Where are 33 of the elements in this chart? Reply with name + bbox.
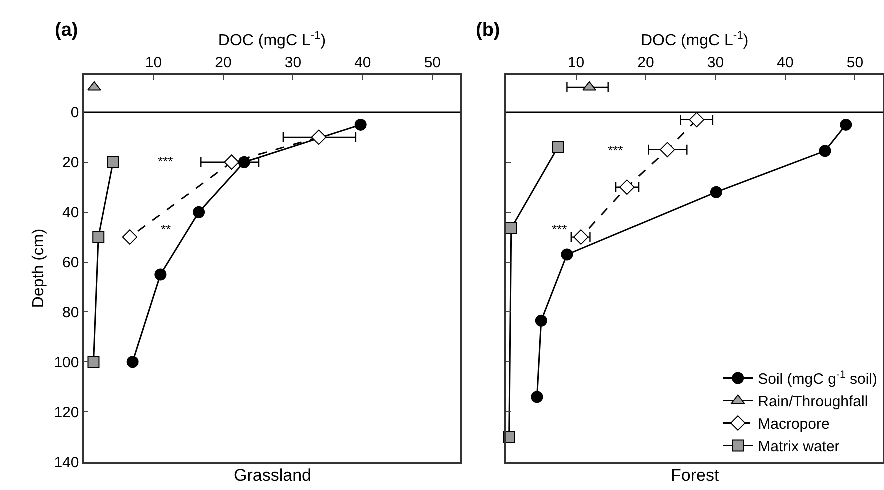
- y-tick-label: 80: [62, 304, 80, 322]
- x-axis-title: DOC (mgC L$^{-1}$): [218, 30, 326, 50]
- y-tick-label: 140: [54, 454, 80, 472]
- legend-label: Rain/Throughfall: [758, 394, 868, 411]
- x-tick-label: 10: [145, 54, 162, 72]
- x-tick-label: 50: [424, 54, 442, 72]
- x-tick-label: 40: [777, 54, 794, 72]
- y-tick-label: 100: [54, 354, 80, 372]
- y-tick-label: 20: [62, 154, 80, 172]
- annotation: ***: [158, 154, 174, 169]
- x-tick-label: 30: [707, 54, 724, 72]
- y-tick-label: 60: [62, 254, 80, 272]
- y-tick-label: 120: [54, 404, 80, 422]
- x-axis-title: DOC (mgC L$^{-1}$): [640, 30, 749, 50]
- chart-title: (a): [55, 20, 78, 41]
- x-tick-label: 50: [846, 54, 864, 72]
- y-tick-label: 0: [70, 104, 80, 122]
- x-tick-label: 20: [638, 54, 654, 72]
- legend-label: Matrix water: [758, 438, 840, 456]
- y-tick-label: 40: [62, 204, 80, 222]
- x-tick-label: 30: [284, 54, 302, 72]
- x-tick-label: 40: [354, 54, 372, 72]
- x-tick-label: 20: [215, 54, 232, 72]
- chart-title: (b): [476, 20, 500, 41]
- legend-label: Soil (mgC g$^{-1}$ soil): [758, 368, 878, 388]
- annotation: **: [161, 222, 172, 237]
- text: Forest: [671, 466, 720, 485]
- annotation: ***: [608, 143, 624, 158]
- text: Grassland: [234, 466, 312, 485]
- legend-label: Macropore: [758, 416, 830, 434]
- y-axis-title: Depth (cm): [30, 228, 48, 308]
- x-tick-label: 10: [568, 54, 585, 72]
- annotation: ***: [552, 222, 568, 237]
